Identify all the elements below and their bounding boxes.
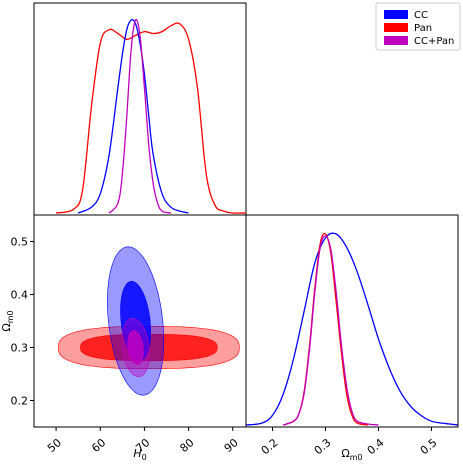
om-axis-label: Ωm0 [0, 310, 15, 331]
legend-swatch-pan [384, 23, 408, 32]
om-x-axis-label: Ωm0 [341, 447, 362, 462]
h0-axis-label: H0 [133, 447, 146, 462]
h0-tick-label-90: 90 [222, 436, 241, 455]
contour-cc-plus-pan-1sigma [127, 330, 144, 365]
om-curve-cc-plus-pan [282, 235, 379, 426]
om-tick-label-0.4: 0.4 [11, 289, 29, 302]
h0-posterior-panel [33, 2, 247, 216]
om-tick-label-0.2: 0.2 [11, 395, 29, 408]
om-curve-pan [282, 232, 369, 426]
h0-curve-cc-plus-pan [108, 18, 172, 214]
legend-swatch-cc-plus-pan [384, 36, 408, 45]
om-posterior-frame [245, 214, 459, 428]
h0-curve-pan [55, 22, 247, 214]
om-curve-cc [246, 232, 458, 426]
legend-label-cc-plus-pan: CC+Pan [414, 36, 454, 47]
h0-om-contour-panel: 50 60 70 80 90 0.20.30.40.5 H0 Ωm0 [0, 214, 247, 462]
legend-swatch-cc [384, 10, 408, 19]
legend-label-pan: Pan [414, 23, 432, 34]
legend: CC Pan CC+Pan [375, 2, 461, 51]
om-x-tick-label-0.4: 0.4 [365, 436, 387, 457]
legend-label-cc: CC [414, 10, 428, 21]
om-tick-label-0.3: 0.3 [11, 342, 29, 355]
om-x-tick-label-0.2: 0.2 [259, 436, 281, 457]
h0-tick-label-50: 50 [45, 436, 64, 455]
om-x-tick-label-0.3: 0.3 [312, 436, 334, 457]
h0-tick-label-60: 60 [89, 436, 108, 455]
om-tick-label-0.5: 0.5 [11, 236, 29, 249]
om-x-tick-label-0.5: 0.5 [418, 436, 440, 457]
om-posterior-panel: 0.2 0.3 0.4 0.5 Ωm0 [245, 214, 459, 462]
h0-curve-cc [77, 18, 189, 214]
h0-tick-label-80: 80 [178, 436, 197, 455]
